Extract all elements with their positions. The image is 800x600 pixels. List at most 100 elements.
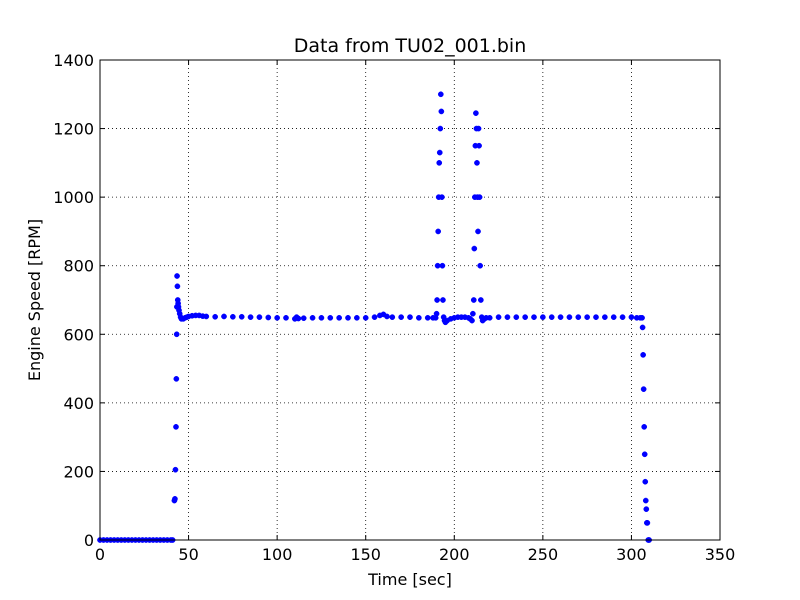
x-tick-label: 50 (178, 545, 198, 564)
data-point (295, 315, 302, 322)
data-point (439, 194, 445, 200)
data-point (436, 160, 443, 166)
data-point (398, 314, 404, 320)
y-tick-label: 800 (63, 257, 94, 276)
grid-layer (99, 59, 721, 541)
data-point (336, 314, 342, 321)
data-point (476, 194, 483, 200)
y-axis-label: Engine Speed [RPM] (25, 219, 44, 381)
data-point (407, 314, 413, 320)
data-point (362, 314, 369, 321)
data-point (575, 314, 582, 320)
data-point (602, 314, 608, 320)
data-point (416, 314, 422, 321)
data-point (610, 314, 617, 320)
data-point (473, 110, 479, 116)
data-point (173, 424, 179, 430)
data-point (584, 314, 590, 320)
data-point (495, 314, 502, 320)
data-point (173, 331, 180, 338)
data-point (642, 478, 649, 485)
data-point (504, 314, 511, 320)
data-point (474, 160, 480, 166)
data-point (238, 313, 245, 320)
data-point (389, 314, 396, 320)
y-tick-label: 200 (63, 462, 94, 481)
plot-frame (99, 59, 721, 541)
data-point (354, 314, 360, 321)
data-point (640, 386, 647, 392)
data-point (628, 314, 635, 320)
data-point (644, 520, 651, 526)
data-point (643, 506, 650, 512)
data-point (274, 314, 280, 321)
data-point (437, 91, 444, 98)
y-tick-label: 600 (63, 325, 94, 344)
data-point (642, 497, 649, 504)
y-tick-label: 1000 (53, 188, 94, 207)
tick-labels-layer: 0 50 100 150 200 250 300 350 0 200 400 600 800 1000 12… (53, 51, 735, 564)
data-point (384, 313, 390, 320)
data-point (318, 314, 325, 321)
data-point (486, 314, 493, 321)
data-point (433, 310, 440, 317)
data-point (475, 125, 482, 132)
data-point (641, 424, 648, 430)
data-point (640, 352, 646, 358)
data-point (470, 310, 476, 317)
data-point (327, 314, 334, 321)
chart-title: Data from TU02_001.bin (294, 35, 527, 57)
data-point (476, 142, 482, 149)
data-point (300, 315, 307, 322)
data-point (265, 314, 272, 321)
data-point (371, 314, 378, 320)
x-tick-label: 0 (95, 545, 105, 564)
data-point (522, 314, 528, 320)
data-point (174, 273, 180, 279)
ticks-layer (99, 59, 721, 541)
x-tick-label: 150 (350, 545, 381, 564)
data-point (619, 314, 626, 320)
data-point (172, 466, 179, 473)
data-point (437, 125, 444, 132)
data-point (345, 314, 351, 321)
data-point (470, 297, 477, 303)
data-point (471, 245, 478, 252)
data-point (247, 314, 254, 320)
data-point (256, 314, 263, 320)
y-tick-label: 1400 (53, 51, 94, 70)
x-tick-label: 100 (262, 545, 293, 564)
data-point (172, 496, 178, 502)
data-point (593, 314, 599, 320)
data-point (478, 297, 484, 303)
data-point (639, 314, 645, 321)
x-tick-label: 300 (616, 545, 647, 564)
data-point (438, 108, 445, 115)
data-point (566, 314, 573, 320)
data-point (513, 314, 520, 320)
data-point (203, 313, 210, 320)
data-point (174, 283, 181, 290)
x-tick-label: 200 (439, 545, 470, 564)
data-point (440, 297, 446, 303)
data-point (434, 297, 440, 303)
x-axis-label: Time [sec] (367, 570, 452, 589)
data-point (548, 314, 555, 320)
y-tick-label: 0 (84, 531, 94, 550)
data-point (309, 314, 316, 321)
data-point (424, 314, 431, 321)
data-point (435, 228, 442, 235)
data-point (477, 262, 483, 269)
data-point (475, 228, 481, 235)
data-point (434, 262, 441, 269)
y-tick-label: 400 (63, 394, 94, 413)
data-point (641, 451, 648, 458)
data-point (283, 314, 289, 321)
data-point (639, 324, 646, 331)
x-tick-label: 250 (528, 545, 559, 564)
data-point (469, 317, 475, 324)
data-point (436, 149, 443, 156)
x-tick-label: 350 (705, 545, 736, 564)
